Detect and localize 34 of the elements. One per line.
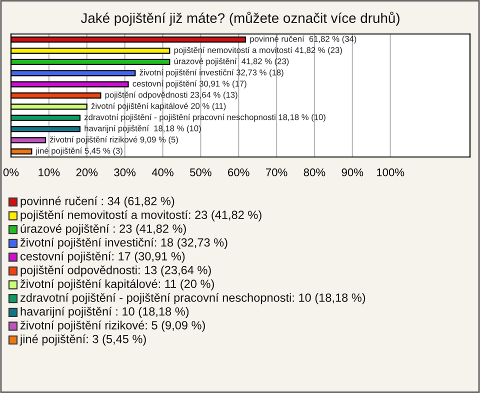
data-label: životní pojištění rizikové 9,09 % (5): [50, 136, 178, 144]
text: zdravotní pojištění - pojištění pracovní neschopnosti: 10 (18,18 %): [20, 293, 366, 304]
x-tick-label: 100%: [376, 168, 404, 176]
x-tick-label: 20%: [76, 168, 98, 176]
x-tick-label: 50%: [190, 168, 212, 176]
data-label: pojištění odpovědnosti 23,64 % (13): [105, 92, 238, 100]
x-tick-label: 30%: [114, 168, 136, 176]
text: pojištění odpovědnosti: 13 (23,64 %): [20, 265, 211, 277]
text: pojištění nemovitostí a movitostí: 23 (41,82 %): [20, 210, 262, 222]
data-label: pojištění nemovitostí a movitostí 41,82 % (23): [174, 46, 342, 55]
data-label: cestovní pojištění 30,91 % (17): [132, 80, 246, 88]
data-label: životní pojištění investiční 32,73 % (18): [140, 69, 284, 78]
x-tick-label: 70%: [266, 168, 288, 176]
x-tick-label: 10%: [38, 168, 60, 176]
text: úrazové pojištění : 23 (41,82 %): [20, 224, 186, 236]
text: havarijní pojištění : 10 (18,18 %): [20, 306, 189, 318]
x-tick-label: 60%: [228, 168, 250, 176]
text: povinné ručení : 34 (61,82 %): [20, 196, 174, 208]
x-tick-label: 0%: [3, 168, 19, 176]
data-label: úrazové pojištění 41,82 % (23): [174, 58, 289, 66]
x-tick-label: 80%: [304, 168, 326, 176]
text: cestovní pojištění: 17 (30,91 %): [20, 252, 185, 263]
x-tick-label: 90%: [342, 168, 364, 176]
data-label: havarijní pojištění 18,18 % (10): [84, 125, 201, 133]
text: životní pojištění rizikové: 5 (9,09 %): [20, 320, 205, 332]
chart-title: Jaké pojištění již máte? (můžete označit více druhů): [80, 12, 400, 26]
data-label: zdravotní pojištění - pojištění pracovní neschopnosti 18,18 % (10): [84, 114, 326, 122]
text: jiné pojištění: 3 (5,45 %): [20, 334, 146, 346]
x-tick-label: 40%: [152, 168, 174, 176]
data-label: jiné pojištění 5,45 % (3): [36, 147, 122, 156]
text: životní pojištění investiční: 18 (32,73 %): [20, 238, 228, 249]
text: životní pojištění kapitálové: 11 (20 %): [20, 279, 214, 290]
data-label: životní pojištění kapitálové 20 % (11): [91, 102, 226, 111]
data-label: povinné ručení 61,82 % (34): [250, 36, 356, 44]
